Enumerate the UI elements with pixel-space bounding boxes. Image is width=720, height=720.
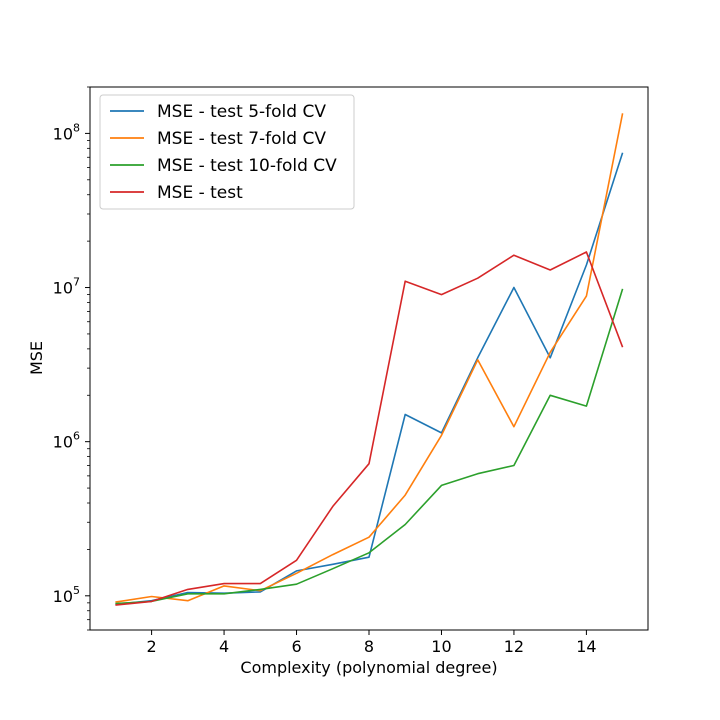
series-line-2 — [115, 113, 624, 603]
x-tick-label: 8 — [364, 637, 374, 656]
x-tick-label: 10 — [431, 637, 451, 656]
x-tick-label: 2 — [147, 637, 157, 656]
series-line-1 — [115, 152, 624, 606]
legend-label-2: MSE - test 7-fold CV — [157, 129, 326, 149]
x-axis-label: Complexity (polynomial degree) — [240, 658, 497, 677]
x-tick-label: 4 — [219, 637, 229, 656]
y-axis-label: MSE — [27, 341, 46, 375]
x-tick-label: 14 — [576, 637, 596, 656]
legend-label-1: MSE - test 5-fold CV — [157, 102, 326, 122]
legend: MSE - test 5-fold CV MSE - test 7-fold CV… — [99, 94, 355, 210]
x-tick-label: 12 — [504, 637, 524, 656]
x-tick-label: 6 — [291, 637, 301, 656]
legend-label-3: MSE - test 10-fold CV — [157, 156, 337, 176]
legend-label-4: MSE - test — [157, 183, 243, 203]
series-line-3 — [115, 288, 624, 605]
series-layer — [115, 113, 624, 606]
legend-box — [99, 94, 355, 210]
series-line-4 — [115, 251, 624, 606]
x-ticks: 2 4 6 8 10 12 14 — [147, 630, 597, 656]
